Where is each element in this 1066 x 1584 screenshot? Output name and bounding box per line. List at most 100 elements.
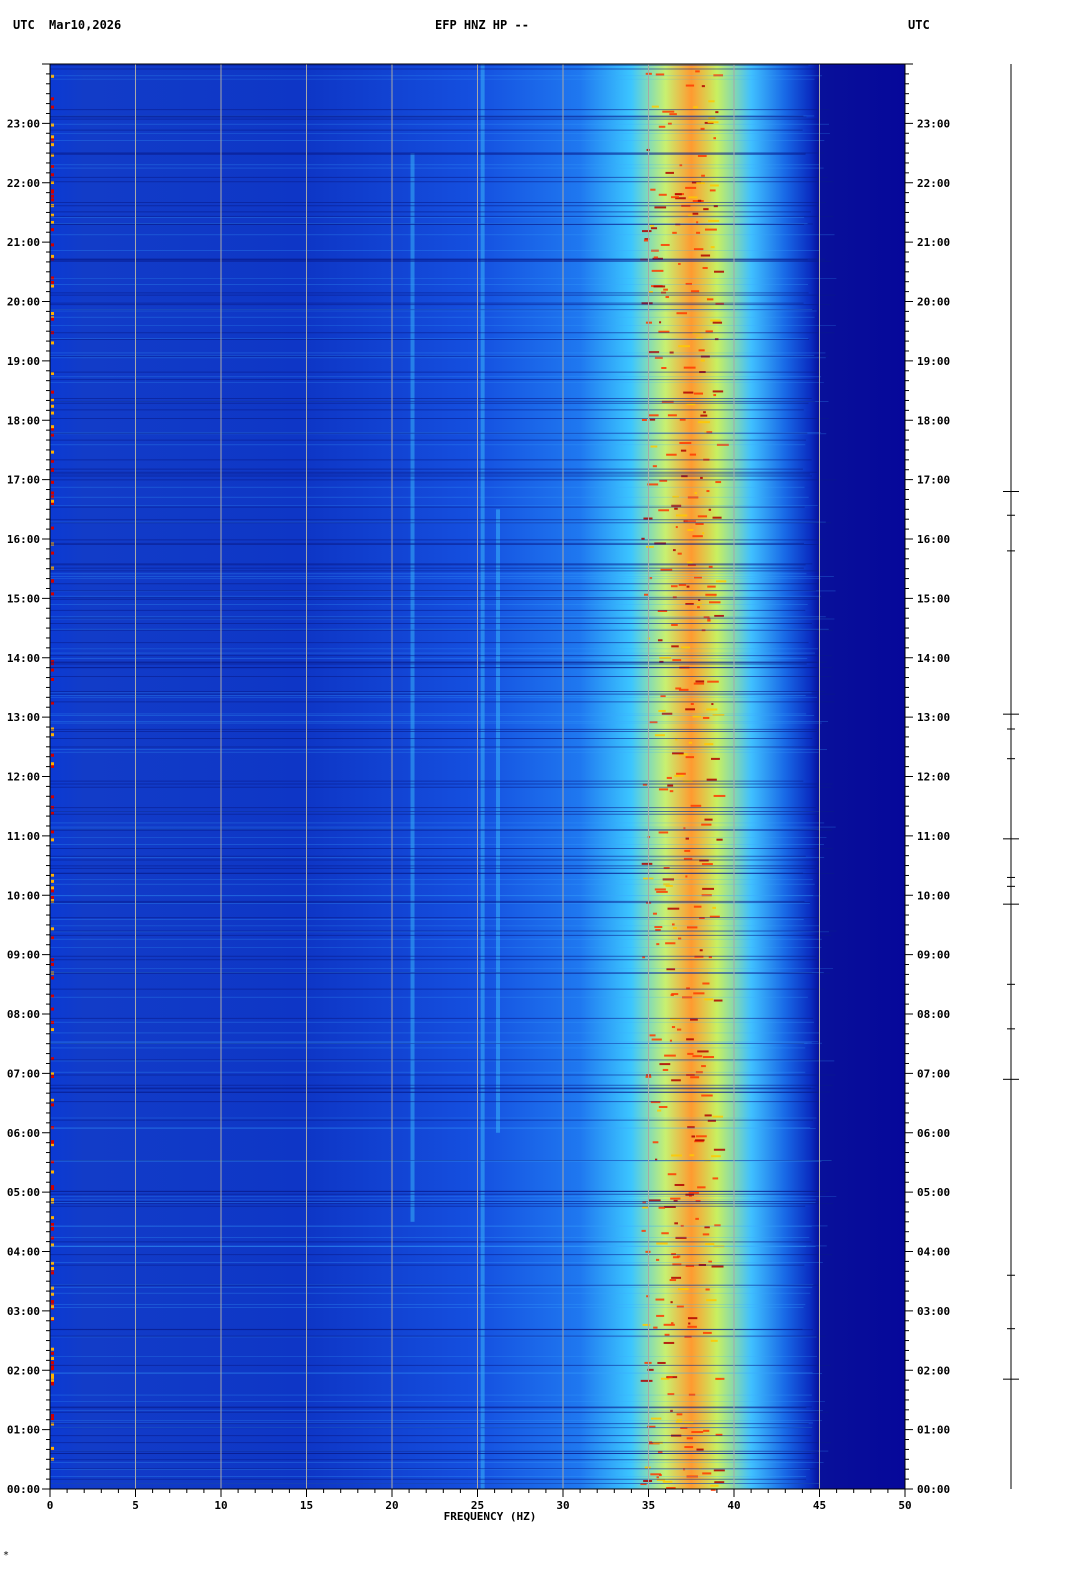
energy-mark [711, 1265, 724, 1268]
low-frequency-mark [51, 927, 54, 931]
low-frequency-mark [51, 1236, 54, 1240]
energy-mark [686, 1475, 698, 1478]
energy-mark [658, 509, 670, 512]
energy-mark [670, 1409, 673, 1412]
y-tick-label-right: 21:00 [917, 236, 950, 249]
y-tick-label-left: 05:00 [7, 1186, 40, 1199]
energy-mark [667, 1393, 675, 1396]
energy-mark [705, 330, 713, 333]
energy-mark [667, 1173, 677, 1176]
low-frequency-mark [51, 254, 54, 258]
chart-title: EFP HNZ HP -- [435, 18, 529, 32]
low-frequency-mark [51, 889, 54, 893]
energy-mark [663, 1205, 676, 1208]
energy-mark [654, 734, 665, 737]
energy-mark [708, 508, 712, 511]
low-frequency-mark [51, 284, 54, 288]
y-tick-label-left: 22:00 [7, 177, 40, 190]
energy-mark [671, 645, 679, 648]
energy-mark [696, 182, 705, 185]
low-frequency-mark [51, 371, 54, 375]
energy-mark [702, 532, 705, 535]
energy-mark [694, 492, 698, 495]
low-frequency-mark [51, 1261, 54, 1265]
low-frequency-mark [51, 398, 54, 402]
energy-mark [695, 1135, 707, 1138]
energy-mark [701, 85, 705, 88]
narrowband-streak [410, 153, 415, 1222]
energy-mark [702, 266, 708, 269]
low-frequency-mark [51, 936, 54, 940]
energy-mark [671, 1253, 676, 1256]
energy-mark [707, 1119, 716, 1122]
energy-mark [686, 403, 696, 406]
low-frequency-mark [51, 1143, 54, 1147]
energy-mark [662, 878, 675, 881]
energy-mark [713, 794, 726, 797]
energy-mark [645, 1250, 651, 1253]
energy-mark [710, 1339, 718, 1342]
energy-mark [702, 887, 715, 890]
energy-mark [648, 1199, 661, 1202]
energy-mark [644, 593, 649, 596]
low-frequency-mark [51, 873, 54, 877]
energy-mark [656, 1478, 666, 1481]
energy-mark [648, 414, 659, 417]
energy-mark [662, 110, 675, 113]
y-tick-label-right: 17:00 [917, 474, 950, 487]
energy-mark [643, 239, 649, 242]
energy-mark [674, 1222, 678, 1225]
low-frequency-mark [51, 495, 54, 499]
low-frequency-mark [51, 220, 54, 224]
low-frequency-mark [51, 668, 54, 672]
energy-mark [673, 1199, 678, 1202]
low-frequency-mark [51, 1356, 54, 1360]
energy-mark [641, 862, 653, 865]
energy-mark [672, 659, 682, 662]
energy-mark [685, 1264, 695, 1267]
y-tick-label-left: 14:00 [7, 652, 40, 665]
low-frequency-mark [51, 1375, 54, 1379]
low-frequency-mark [51, 228, 54, 232]
energy-mark [658, 125, 666, 128]
energy-mark [706, 1299, 717, 1302]
low-frequency-mark [51, 425, 54, 429]
energy-mark [687, 496, 699, 499]
y-tick-label-right: 06:00 [917, 1127, 950, 1140]
y-tick-label-right: 10:00 [917, 889, 950, 902]
energy-mark [676, 1305, 684, 1308]
energy-mark [674, 193, 682, 196]
energy-mark [652, 465, 657, 468]
low-frequency-mark [51, 404, 54, 408]
energy-mark [708, 219, 720, 222]
low-frequency-mark [51, 1317, 54, 1321]
low-frequency-mark [51, 276, 54, 280]
low-frequency-mark [51, 1185, 54, 1189]
energy-mark [675, 197, 686, 200]
energy-mark [669, 1039, 673, 1042]
y-tick-label-right: 14:00 [917, 652, 950, 665]
energy-mark [715, 1433, 723, 1436]
energy-mark [703, 208, 709, 211]
energy-mark [712, 906, 716, 909]
energy-mark [686, 926, 698, 929]
energy-mark [660, 243, 670, 246]
energy-mark [697, 515, 708, 518]
low-frequency-mark [51, 1126, 54, 1130]
low-frequency-mark [51, 194, 54, 198]
low-frequency-mark [51, 1243, 54, 1247]
energy-mark [693, 905, 702, 908]
energy-mark [706, 708, 718, 711]
energy-mark [658, 330, 670, 333]
energy-mark [655, 1298, 665, 1301]
low-frequency-mark [51, 1222, 54, 1226]
energy-mark [690, 1076, 700, 1079]
low-frequency-mark [51, 895, 54, 899]
energy-mark [705, 1288, 710, 1291]
energy-mark [688, 196, 698, 199]
energy-mark [693, 248, 704, 251]
low-frequency-mark [51, 341, 54, 345]
energy-mark [695, 522, 704, 525]
energy-mark [712, 1177, 719, 1180]
low-frequency-mark [51, 74, 54, 78]
